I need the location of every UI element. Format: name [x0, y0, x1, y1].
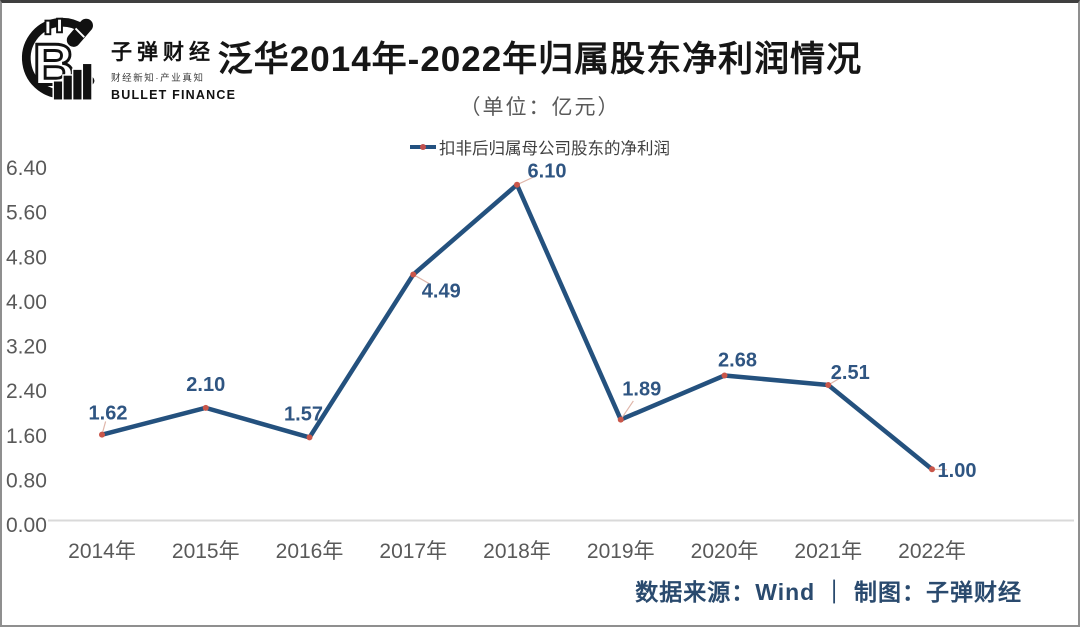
y-tick-label: 5.60 [6, 202, 47, 225]
data-point-marker [514, 181, 520, 188]
bullet-finance-logo: B 子弹财经 财经新知·产业真知 BULLET FINANCE [16, 9, 236, 106]
line-series-legend-marker-icon [410, 143, 436, 150]
data-point-label: 1.57 [284, 403, 323, 425]
y-tick-label: 4.00 [6, 291, 47, 314]
chart-title: 泛华2014年-2022年归属股东净利润情况 [217, 40, 863, 79]
x-tick-label: 2015年 [172, 540, 240, 563]
data-point-marker [617, 416, 624, 423]
x-tick-label: 2020年 [691, 540, 759, 563]
label-leader-line [620, 400, 634, 420]
label-leader-line [412, 274, 431, 285]
logo-tagline: 财经新知·产业真知 [111, 73, 205, 84]
x-tick-label: 2014年 [68, 540, 136, 563]
y-tick-label: 0.00 [6, 514, 47, 537]
x-tick-label: 2016年 [276, 540, 344, 563]
data-point-label: 2.10 [186, 374, 225, 396]
data-point-marker [202, 404, 209, 411]
logo-text-block: 子弹财经 财经新知·产业真知 BULLET FINANCE [111, 9, 236, 106]
data-point-marker [929, 466, 935, 473]
logo-bullet-stripe [74, 27, 85, 38]
data-source-credit: 数据来源：Wind ｜ 制图：子弹财经 [635, 579, 1022, 605]
logo-b-prong [56, 17, 63, 34]
data-point-marker [306, 434, 313, 441]
data-point-marker [99, 431, 105, 438]
x-tick-label: 2022年 [898, 540, 966, 563]
data-point-label: 1.89 [622, 379, 661, 401]
bullet-finance-logo-icon: B [21, 17, 95, 101]
legend-label: 扣非后归属母公司股东的净利润 [439, 140, 670, 158]
x-tick-label: 2017年 [379, 540, 447, 563]
y-tick-label: 3.20 [6, 336, 47, 359]
y-tick-label: 4.80 [6, 246, 47, 269]
logo-chart-bars-icon [52, 62, 93, 101]
data-point-label: 1.62 [89, 403, 128, 425]
data-point-label: 6.10 [528, 161, 567, 183]
logo-b-prong [44, 19, 52, 36]
x-tick-label: 2019年 [587, 540, 655, 563]
data-point-marker [410, 271, 417, 278]
data-point-label: 4.49 [422, 281, 461, 303]
x-tick-label: 2018年 [483, 540, 551, 563]
data-point-label: 2.51 [831, 362, 870, 384]
y-tick-label: 2.40 [6, 380, 47, 403]
chart-legend: 扣非后归属母公司股东的净利润 [2, 135, 1078, 159]
data-point-label: 2.68 [718, 350, 757, 372]
label-leader-line [516, 175, 536, 186]
logo-name-cn: 子弹财经 [111, 41, 215, 64]
data-point-marker [825, 381, 832, 388]
chart-unit-label: （单位：亿元） [459, 96, 621, 119]
net-profit-line [99, 182, 935, 472]
logo-name-en: BULLET FINANCE [111, 88, 237, 102]
profit-line-chart: 6.40 5.60 4.80 4.00 3.20 2.40 1.60 0.80 0.00 2014… [6, 157, 1074, 563]
y-tick-label: 0.80 [6, 469, 47, 492]
x-tick-label: 2021年 [794, 540, 862, 563]
data-point-marker [721, 372, 728, 379]
y-tick-label: 6.40 [6, 157, 47, 180]
data-point-label: 1.00 [938, 460, 977, 482]
y-tick-label: 1.60 [6, 425, 47, 448]
